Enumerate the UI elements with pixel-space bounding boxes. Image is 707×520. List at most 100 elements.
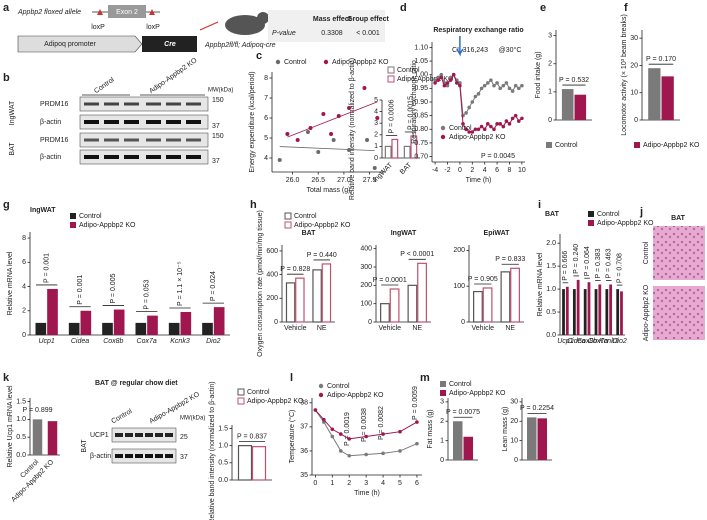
y-axis-label: Relative mRNA level <box>7 251 14 315</box>
legend-swatch <box>318 383 324 389</box>
trend-line <box>279 146 375 152</box>
marker <box>464 127 468 132</box>
p-value: P = 0.170 <box>646 56 676 63</box>
marker <box>338 432 343 436</box>
bar <box>583 289 587 335</box>
row-label: β-actin <box>40 119 61 126</box>
marker <box>520 83 524 88</box>
y-tick-label: 36 <box>300 448 308 455</box>
y-tick-label: 0.5 <box>16 434 26 441</box>
bar <box>295 277 305 323</box>
marker <box>495 81 499 85</box>
x-tick-label: -2 <box>444 167 450 174</box>
x-tick-label: 0 <box>313 480 317 487</box>
y-tick-label: 3 <box>548 32 552 39</box>
bar <box>576 279 580 335</box>
point <box>365 138 370 142</box>
y-axis-label: Food intake (g) <box>535 51 542 98</box>
x-tick-label: NE <box>505 325 515 332</box>
y-tick-label: 0.0 <box>16 452 26 459</box>
p-value: P = 0.0006 <box>388 99 395 133</box>
marker <box>479 86 484 91</box>
x-tick-label: 4 <box>483 167 487 174</box>
y-tick-label: 10 <box>630 90 638 97</box>
bar <box>527 417 537 460</box>
y-axis-label: Energy expenditure (kcal/period) <box>249 71 256 172</box>
marker <box>513 83 518 88</box>
p-value: P = 0.708 <box>616 253 623 283</box>
point <box>347 148 352 152</box>
marker <box>473 94 478 99</box>
bar <box>312 269 322 323</box>
table-header: Mass effect <box>313 16 352 23</box>
y-tick-label: 100 <box>360 301 372 308</box>
marker <box>498 86 503 91</box>
bar <box>384 145 392 159</box>
x-tick-label: Cidea <box>71 338 89 345</box>
panel-letter: g <box>3 199 10 211</box>
p-value: P = 0.532 <box>559 77 589 84</box>
y-tick-label: 0.0 <box>218 477 228 484</box>
bar <box>251 446 267 481</box>
bar <box>609 284 613 335</box>
marker <box>464 111 468 115</box>
x-tick-label: Cox8b <box>103 338 123 345</box>
p-value: P = 0.0001 <box>373 277 407 284</box>
marker <box>381 432 385 436</box>
x-tick-label: 5 <box>398 480 402 487</box>
panel-letter: l <box>290 372 293 384</box>
marker <box>510 89 515 93</box>
trend-line <box>287 101 378 138</box>
y-axis-label: Temperature (°C) <box>288 410 296 464</box>
marker <box>501 124 506 129</box>
marker <box>489 78 493 82</box>
legend-swatch <box>588 220 594 226</box>
panel-letter: h <box>250 199 257 211</box>
marker <box>510 116 515 121</box>
bar <box>410 135 418 159</box>
y-tick-label: 4 <box>264 155 268 162</box>
histology-image <box>653 286 705 340</box>
y-tick-label: 0.70 <box>414 153 428 160</box>
bar <box>380 303 390 323</box>
panel-letter: m <box>420 372 430 384</box>
x-tick-label: 6 <box>495 167 499 174</box>
y-tick-label: 0.95 <box>414 85 428 92</box>
table-row-label: P-value <box>272 30 296 37</box>
panel-b-blot: b Control Adipo-Appbp2 KO MW(kDa) IngWAT… <box>3 57 233 165</box>
p-value: P = 0.440 <box>307 252 337 259</box>
legend-label: Adipo-Appbp2 KO <box>397 76 454 83</box>
bar <box>572 289 576 335</box>
marker <box>461 122 465 126</box>
x-axis-label: Total mass (g) <box>307 187 351 194</box>
annotation: P = 0.0059 <box>412 386 419 420</box>
bar <box>202 322 213 335</box>
y-tick-label: 600 <box>266 248 278 255</box>
y-tick-label: 1.5 <box>218 425 228 432</box>
y-tick-label: 100 <box>453 283 465 290</box>
y-tick-label: 400 <box>266 271 278 278</box>
row-label: Adipo-Appbp2 KO <box>643 284 650 341</box>
marker <box>492 127 496 132</box>
legend-label: Control <box>449 125 472 132</box>
y-tick-label: 0 <box>548 117 552 124</box>
mouse-icon <box>225 15 265 35</box>
marker <box>433 78 437 82</box>
bar <box>661 76 674 120</box>
mw-label: MW(kDa) <box>180 416 205 422</box>
chart-title: IngWAT <box>30 207 56 214</box>
mw-marker: 25 <box>180 434 188 441</box>
bar <box>213 307 225 335</box>
y-tick-label: 6 <box>264 115 268 122</box>
p-value: P = 0.2254 <box>520 405 554 412</box>
y-tick-label: 3 <box>440 399 444 406</box>
p-value: P = 1.1 × 10⁻⁵ <box>177 261 184 306</box>
p-value: P = 0.383 <box>595 248 602 278</box>
y-tick-label: 200 <box>360 282 372 289</box>
panel-a: a Appbp2 floxed allele Exon 2 loxP loxP … <box>3 2 276 53</box>
marker <box>476 92 481 96</box>
bar <box>510 267 520 323</box>
p-value: P = 0.828 <box>280 266 310 273</box>
point <box>321 112 326 116</box>
y-tick-label: 0.75 <box>414 140 428 147</box>
